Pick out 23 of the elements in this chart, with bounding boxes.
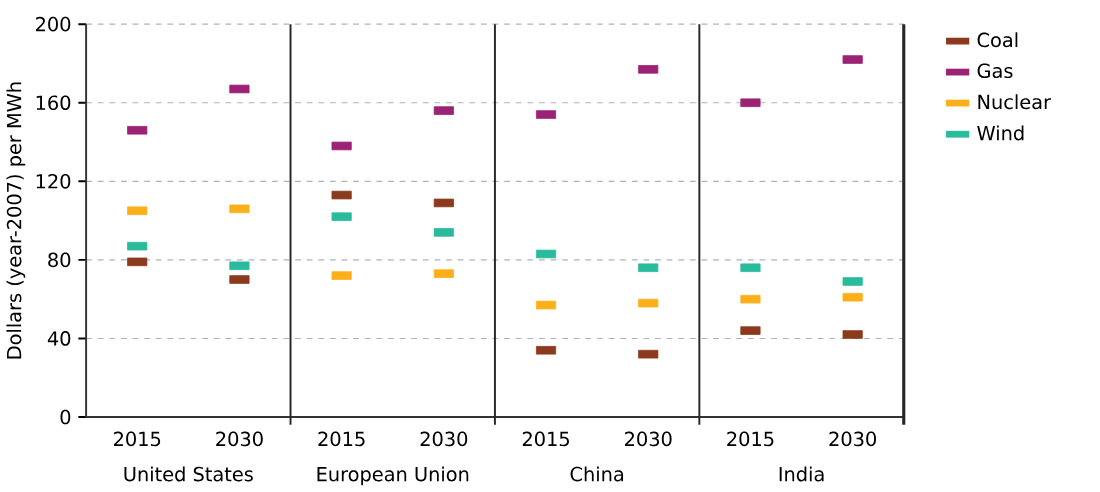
text: China bbox=[570, 466, 624, 482]
legend-label: Coal bbox=[977, 32, 1018, 48]
x-tick-label: 2030 bbox=[829, 431, 876, 447]
x-tick-label: 2030 bbox=[625, 431, 672, 447]
y-tick-label: 160 bbox=[36, 95, 71, 111]
text: India bbox=[779, 466, 824, 482]
x-tick-label: 2030 bbox=[216, 431, 263, 447]
x-tick-label: 2015 bbox=[522, 431, 569, 447]
x-tick-label: 2015 bbox=[318, 431, 365, 447]
y-axis-title: Dollars (year-2007) per MWh bbox=[6, 82, 26, 359]
y-tick-label: 200 bbox=[36, 17, 71, 32]
y-tick-label: 40 bbox=[47, 331, 71, 346]
x-tick-label: 2015 bbox=[727, 431, 774, 447]
legend-label: Gas bbox=[977, 63, 1013, 79]
text: United States bbox=[124, 466, 253, 482]
legend-label: Nuclear bbox=[978, 94, 1051, 110]
y-tick-label: 0 bbox=[60, 409, 71, 425]
x-tick-label: 2015 bbox=[114, 431, 161, 447]
x-tick-label: 2030 bbox=[420, 431, 468, 447]
legend-label: Wind bbox=[977, 125, 1024, 141]
text: European Union bbox=[317, 466, 469, 486]
y-tick-label: 120 bbox=[36, 174, 71, 189]
y-tick-label: 80 bbox=[48, 252, 71, 268]
